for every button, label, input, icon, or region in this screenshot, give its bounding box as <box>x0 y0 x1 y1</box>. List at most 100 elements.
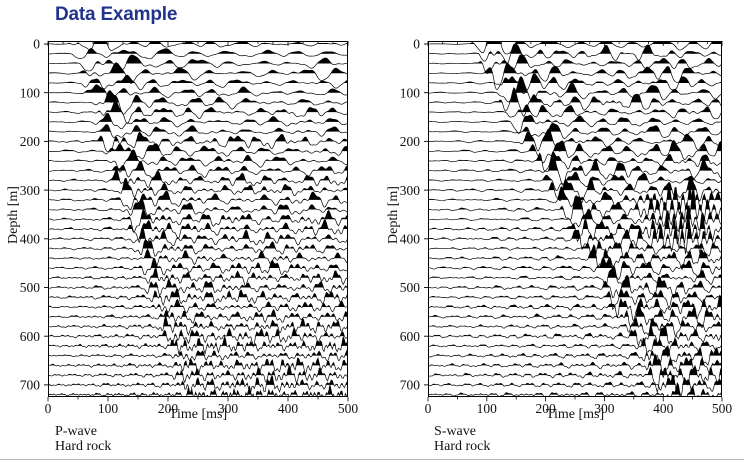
x-tick-label: 500 <box>338 401 359 416</box>
trace-line <box>428 104 722 120</box>
trace-fill <box>48 219 348 230</box>
trace-line <box>428 114 722 134</box>
s-wave-seismogram-plot: 0 100 200 300 400 500 0 100 200 300 400 500 600 700 <box>400 37 733 416</box>
trace-fill <box>428 189 722 210</box>
trace-line <box>48 226 348 247</box>
trace-fill <box>48 113 348 122</box>
trace-fill <box>48 75 348 83</box>
trace-line <box>428 345 722 366</box>
trace-group <box>428 41 722 397</box>
trace-fill <box>48 84 348 93</box>
trace-fill <box>428 265 722 278</box>
trace-line <box>428 243 722 271</box>
trace-line <box>428 176 722 203</box>
x-tick-label: 100 <box>477 401 498 416</box>
trace-line <box>428 264 722 287</box>
trace-line <box>48 74 348 91</box>
trace-fill <box>48 336 348 346</box>
trace-fill <box>48 90 348 103</box>
x-tick-label: 200 <box>535 401 556 416</box>
p-wave-seismogram-svg: 0 100 200 300 400 500 0 100 200 300 400 500 600 700 <box>20 37 359 416</box>
trace-fill <box>428 257 722 268</box>
trace-line <box>428 54 722 74</box>
trace-line <box>48 149 348 173</box>
y-tick-label: 200 <box>20 134 41 149</box>
trace-fill <box>428 241 722 249</box>
s-wave-seismogram-svg: 0 100 200 300 400 500 0 100 200 300 400 500 600 700 <box>400 37 733 416</box>
trace-fill <box>48 190 348 200</box>
s-wave-caption-line2: Hard rock <box>434 439 491 454</box>
p-wave-seismogram-plot: 0 100 200 300 400 500 0 100 200 300 400 500 600 700 <box>20 37 359 416</box>
s-wave-caption-line1: S-wave <box>434 424 476 439</box>
trace-group <box>48 41 348 397</box>
trace-line <box>428 151 722 172</box>
y-tick-label: 100 <box>400 85 421 100</box>
x-tick-label: 300 <box>218 401 239 416</box>
trace-fill <box>48 289 348 298</box>
trace-line <box>48 112 348 130</box>
trace-line <box>428 43 722 64</box>
trace-fill <box>428 383 722 395</box>
trace-line <box>48 267 348 287</box>
trace-line <box>48 308 348 324</box>
trace-fill <box>428 43 722 54</box>
trace-line <box>48 169 348 188</box>
trace-line <box>48 198 348 217</box>
trace-line <box>48 209 348 233</box>
trace-line <box>48 375 348 395</box>
trace-line <box>48 248 348 267</box>
trace-line <box>48 48 348 60</box>
axes: 0 100 200 300 400 500 0 100 200 300 400 500 600 700 <box>400 37 733 416</box>
trace-line <box>48 327 348 347</box>
x-tick-label: 300 <box>594 401 615 416</box>
p-wave-caption-line1: P-wave <box>55 424 97 439</box>
trace-fill <box>48 55 348 64</box>
x-tick-label: 0 <box>45 401 52 416</box>
y-tick-label: 600 <box>400 329 421 344</box>
trace-line <box>428 171 722 191</box>
trace-line <box>428 353 722 379</box>
trace-line <box>48 54 348 72</box>
s-wave-x-axis-label: Time [ms] <box>545 407 605 422</box>
y-tick-label: 400 <box>400 232 421 247</box>
trace-line <box>48 364 348 385</box>
x-tick-label: 200 <box>158 401 179 416</box>
p-wave-x-axis-label: Time [ms] <box>168 407 228 422</box>
trace-line <box>48 239 348 257</box>
trace-line <box>48 190 348 211</box>
trace-fill <box>428 289 722 298</box>
y-tick-label: 300 <box>400 183 421 198</box>
trace-fill <box>48 169 348 181</box>
trace-fill <box>48 132 348 142</box>
p-wave-caption: P-wave Hard rock <box>55 424 111 454</box>
y-tick-label: 700 <box>20 378 41 393</box>
trace-fill <box>48 376 348 385</box>
trace-fill <box>428 325 722 337</box>
trace-fill <box>428 223 722 239</box>
trace-line <box>48 299 348 314</box>
trace-fill <box>428 151 722 161</box>
trace-fill <box>48 239 348 249</box>
trace-line <box>48 90 348 115</box>
trace-line <box>48 279 348 297</box>
trace-fill <box>48 267 348 278</box>
trace-line <box>48 384 348 397</box>
trace-line <box>48 288 348 307</box>
trace-line <box>428 151 722 186</box>
y-tick-label: 500 <box>20 280 41 295</box>
trace-fill <box>48 279 348 288</box>
y-tick-label: 200 <box>400 134 421 149</box>
trace-line <box>428 302 722 329</box>
trace-fill <box>428 317 722 327</box>
trace-fill <box>48 143 348 152</box>
trace-line <box>48 160 348 179</box>
trace-line <box>48 124 348 138</box>
trace-line <box>48 219 348 244</box>
trace-fill <box>48 350 348 356</box>
trace-line <box>48 177 348 199</box>
trace-line <box>428 317 722 336</box>
trace-line <box>428 76 722 103</box>
s-wave-y-axis-label: Depth [m] <box>386 186 401 244</box>
y-tick-label: 0 <box>33 37 40 52</box>
